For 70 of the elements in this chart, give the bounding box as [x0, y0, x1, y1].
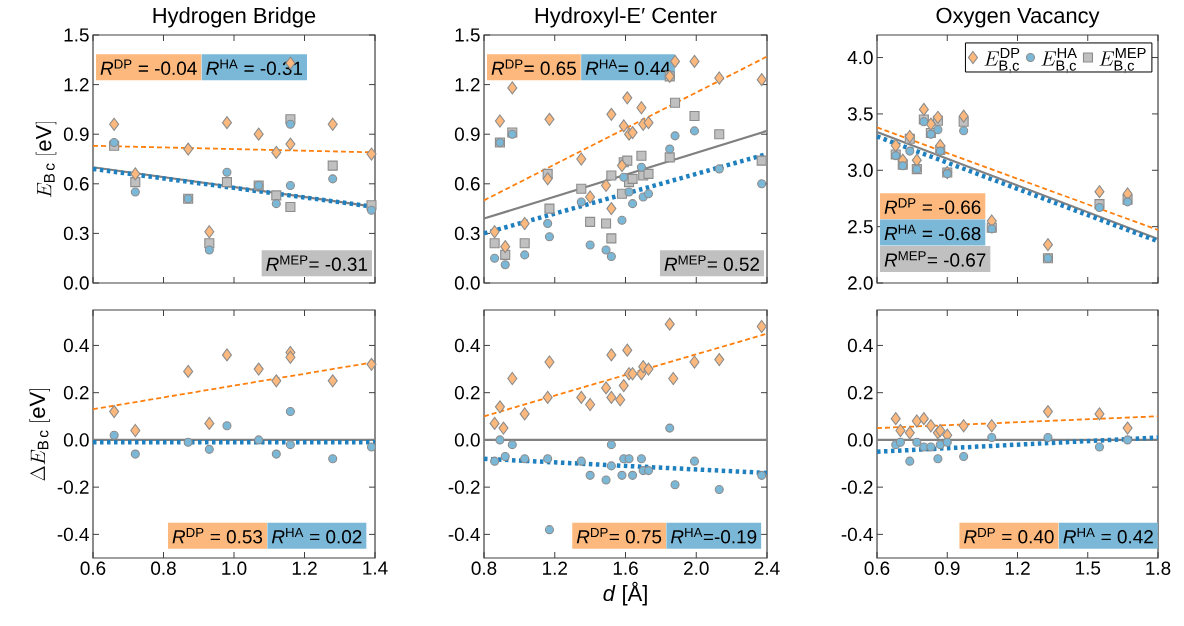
annotation: R$^{DP}$ = 0.53 [172, 527, 263, 544]
y-tick-label: -0.4 [448, 527, 480, 542]
y-axis-title: $\Delta E_{\mathrm{B\,c}}\;[\mathrm{eV}]$ [29, 388, 51, 481]
annotation: R$^{MEP}$= -0.31 [266, 255, 368, 271]
y-tick-label: 1.2 [64, 77, 89, 92]
x-tick-label: 0.6 [864, 561, 890, 575]
y-tick-label: 1.5 [64, 28, 89, 42]
y-tick-label: 0.0 [454, 433, 480, 447]
y-tick-label: 0.3 [63, 226, 89, 241]
y-tick-label: 1.5 [455, 28, 480, 42]
x-tick-label: 1.5 [1076, 561, 1101, 575]
legend-label: $E^{\mathrm{HA}}_{\mathrm{B,c}}$ [1041, 47, 1077, 74]
annotation: R$^{DP}$= 0.65 [491, 59, 576, 76]
y-tick-label: -0.2 [841, 480, 873, 494]
x-tick-label: 1.8 [1146, 561, 1171, 575]
x-tick-label: 2.0 [684, 561, 709, 575]
x-tick-label: 1.6 [613, 561, 638, 575]
y-tick-label: 0.9 [454, 127, 480, 141]
x-tick-label: 1.2 [543, 561, 567, 575]
x-tick-label: 1.4 [363, 561, 388, 575]
annotation: R$^{HA}$ = -0.68 [884, 224, 981, 241]
chart-title: Hydroxyl-E′ Center [535, 7, 717, 28]
y-tick-label: 0.6 [454, 177, 480, 191]
y-tick-label: 0.9 [63, 127, 89, 141]
annotation: R$^{DP}$= 0.75 [576, 527, 662, 544]
annotation: R$^{DP}$ = 0.40 [964, 527, 1054, 544]
annotation: R$^{MEP}$= -0.67 [884, 251, 986, 267]
annotation: R$^{DP}$ = -0.04 [100, 59, 197, 76]
annotation: R$^{HA}$= 0.44 [585, 59, 671, 76]
y-axis-title: $E_{\mathrm{B\,c}}\;[\mathrm{eV}]$ [35, 121, 57, 198]
y-tick-label: 0.0 [847, 433, 873, 447]
y-tick-label: 0.0 [63, 433, 89, 447]
chart-title: Oxygen Vacancy [936, 7, 1100, 28]
x-tick-label: 1.2 [292, 561, 317, 575]
y-tick-label: 3.0 [847, 163, 873, 177]
y-tick-label: 0.0 [454, 276, 480, 290]
y-tick-label: -0.4 [841, 527, 873, 542]
y-tick-label: 0.3 [454, 226, 480, 241]
y-tick-label: 0.4 [847, 338, 873, 353]
y-tick-label: 0.4 [63, 338, 89, 353]
annotation: R$^{MEP}$= 0.52 [664, 255, 760, 271]
y-tick-label: 1.2 [455, 77, 480, 92]
legend-label: $E^{\mathrm{MEP}}_{\mathrm{B,c}}$ [1099, 47, 1146, 74]
y-tick-label: -0.2 [57, 480, 89, 494]
x-tick-label: 1.0 [222, 561, 247, 575]
x-tick-label: 2.4 [754, 561, 780, 575]
y-tick-label: -0.2 [448, 480, 480, 494]
x-tick-label: 0.8 [471, 561, 497, 575]
y-tick-label: 0.0 [63, 276, 89, 290]
chart-title: Hydrogen Bridge [153, 7, 316, 28]
legend-label: $E^{\mathrm{DP}}_{\mathrm{B,c}}$ [984, 47, 1020, 74]
x-axis-title: d [Å] [603, 581, 647, 606]
annotation: R$^{HA}$=-0.19 [670, 527, 757, 544]
y-tick-label: 0.2 [454, 385, 480, 400]
y-tick-label: 0.2 [847, 385, 873, 400]
x-tick-label: 1.2 [1005, 561, 1030, 575]
y-tick-label: 0.2 [63, 385, 89, 400]
annotation: R$^{HA}$ = 0.02 [271, 527, 362, 544]
y-tick-label: 2.5 [848, 219, 873, 234]
x-tick-label: 0.8 [151, 561, 176, 575]
x-tick-label: 0.6 [80, 561, 106, 575]
annotation: R$^{HA}$ = 0.42 [1063, 527, 1153, 544]
x-tick-label: 0.9 [934, 561, 960, 575]
y-tick-label: 0.4 [454, 338, 480, 353]
annotation: R$^{DP}$ = -0.66 [884, 198, 981, 214]
y-tick-label: 3.5 [847, 107, 873, 121]
y-tick-label: -0.4 [57, 527, 89, 542]
y-tick-label: 4.0 [847, 50, 873, 65]
y-tick-label: 2.0 [848, 276, 873, 290]
y-tick-label: 0.6 [63, 177, 89, 191]
